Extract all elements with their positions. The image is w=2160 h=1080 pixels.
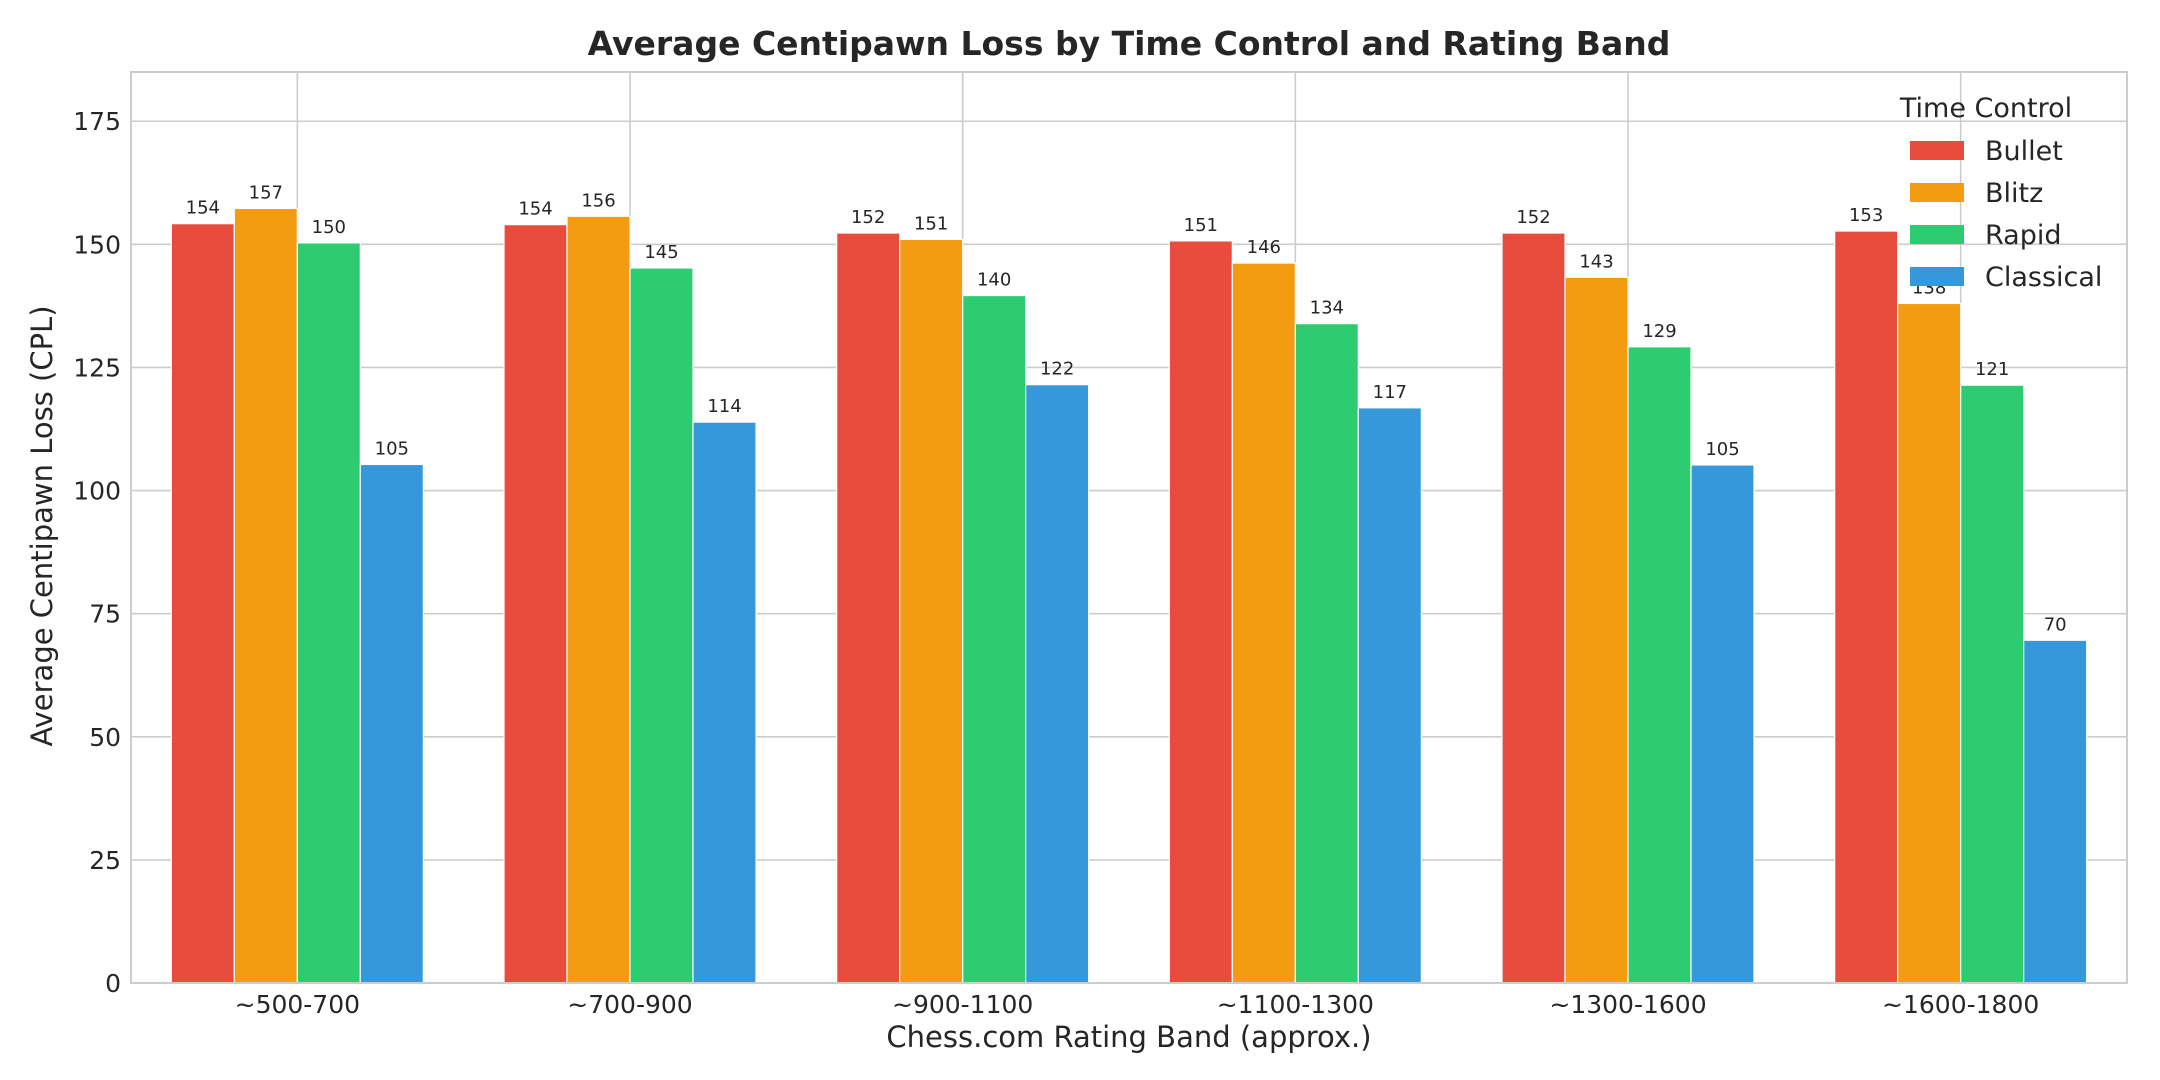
bar-value-label: 157 [249,182,283,203]
bar-rapid [1627,346,1692,984]
bar-blitz [899,238,964,984]
bar-bullet [503,224,568,984]
plot-frame [130,71,2128,984]
bar-value-label: 140 [977,270,1011,291]
chart-title: Average Centipawn Loss by Time Control a… [588,24,1671,63]
bar-bullet [836,232,901,984]
bar-classical [1690,464,1755,984]
bar-value-label: 122 [1040,359,1074,380]
y-tick-label: 0 [105,969,121,998]
bar-rapid [296,242,361,984]
bar-classical [1025,384,1090,984]
bar-bullet [1168,240,1233,984]
bar-classical [1357,407,1422,984]
legend-label: Classical [1985,262,2102,293]
legend-label: Rapid [1985,220,2062,251]
y-axis-label: Average Centipawn Loss (CPL) [25,305,59,746]
y-tick-label: 175 [73,107,121,136]
y-axis-ticks: 0 25 50 75 100 125 150 175 [73,107,121,998]
bar-rapid [1294,323,1359,984]
x-tick-label: ~1600-1800 [1882,990,2039,1019]
x-axis-label: Chess.com Rating Band (approx.) [886,1020,1371,1054]
bar-blitz [1231,262,1296,984]
x-tick-label: ~700-900 [567,990,692,1019]
bar-value-label: 154 [186,198,220,219]
y-tick-label: 75 [89,600,121,629]
y-tick-label: 125 [73,353,121,382]
x-axis-ticks: ~500-700 ~700-900 ~900-1100 ~1100-1300 ~1300… [235,990,2040,1019]
y-tick-label: 50 [89,723,121,752]
bar-value-label: 105 [1705,439,1739,460]
legend-swatch-bullet [1910,141,1964,160]
bar-blitz [233,207,298,984]
bar-value-label: 134 [1310,298,1344,319]
bar-value-label: 152 [1516,207,1550,228]
bar-value-label: 129 [1642,321,1676,342]
bar-value-label: 156 [581,190,615,211]
bar-value-label: 146 [1247,237,1281,258]
bar-value-label: 151 [1184,215,1218,236]
bar-value-label: 143 [1579,251,1613,272]
bar-value-label: 114 [707,396,741,417]
bar-value-label: 117 [1373,382,1407,403]
bar-classical [359,463,424,984]
legend-swatch-classical [1910,267,1964,286]
legend-label: Blitz [1985,178,2043,209]
bar-value-label: 153 [1849,205,1883,226]
bar-value-label: 145 [644,242,678,263]
bar-bullet [1834,230,1899,984]
bars [170,207,2088,984]
x-tick-label: ~1100-1300 [1217,990,1374,1019]
bar-value-label: 121 [1975,359,2009,380]
bar-bullet [170,223,235,984]
y-tick-label: 25 [89,846,121,875]
legend-swatch-rapid [1910,225,1964,244]
legend-swatch-blitz [1910,183,1964,202]
legend: Time Control Bullet Blitz Rapid Classical [1899,93,2103,293]
bar-rapid [629,267,694,984]
legend-label: Bullet [1985,136,2063,167]
bar-value-label: 150 [312,217,346,238]
x-tick-label: ~1300-1600 [1549,990,1706,1019]
grid-lines [131,72,2127,984]
bar-value-label: 105 [375,438,409,459]
bar-blitz [566,215,631,984]
bar-value-label: 151 [914,213,948,234]
bar-value-label: 154 [518,199,552,220]
bar-rapid [962,294,1027,984]
bar-classical [692,421,757,984]
bar-value-label: 152 [851,207,885,228]
x-tick-label: ~500-700 [235,990,360,1019]
legend-title: Time Control [1899,93,2072,124]
x-tick-label: ~900-1100 [892,990,1033,1019]
bar-blitz [1564,276,1629,984]
bar-bullet [1501,232,1566,984]
bar-rapid [1960,384,2025,984]
legend-items: Bullet Blitz Rapid Classical [1910,136,2102,293]
y-tick-label: 100 [73,477,121,506]
bar-blitz [1897,302,1962,984]
bar-value-label: 70 [2044,614,2067,635]
bar-classical [2023,639,2088,984]
y-tick-label: 150 [73,230,121,259]
